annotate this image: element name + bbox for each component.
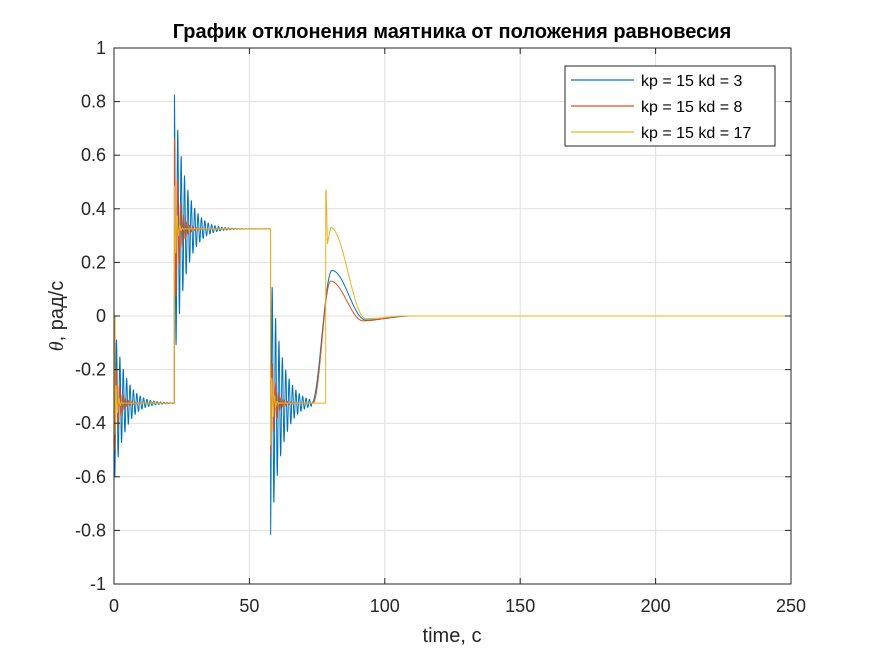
- legend: kp = 15 kd = 3 kp = 15 kd = 8 kp = 15 kd…: [564, 65, 776, 147]
- y-axis-label-unit: , рад/с: [46, 281, 68, 342]
- x-tick-label: 200: [641, 596, 671, 616]
- legend-item-kd3: kp = 15 kd = 3: [571, 73, 743, 90]
- series-lines: [113, 94, 792, 535]
- y-tick-label: 0: [96, 306, 106, 326]
- x-axis-label: time, c: [423, 625, 482, 647]
- legend-item-kd8: kp = 15 kd = 8: [571, 99, 743, 116]
- legend-label-kd17: kp = 15 kd = 17: [641, 125, 751, 142]
- y-tick-label: -0.4: [75, 413, 106, 433]
- x-tick-label: 150: [505, 596, 535, 616]
- y-tick-label: 0.2: [81, 252, 106, 272]
- y-tick-label: 0.4: [81, 199, 106, 219]
- chart-title: График отклонения маятника от положения …: [173, 21, 732, 43]
- x-tick-label: 50: [239, 596, 259, 616]
- x-tick-label: 0: [109, 596, 119, 616]
- legend-label-kd3: kp = 15 kd = 3: [641, 73, 743, 90]
- series-line-kd17: [113, 185, 792, 446]
- x-tick-label: 100: [370, 596, 400, 616]
- y-tick-label: 1: [96, 38, 106, 58]
- legend-item-kd17: kp = 15 kd = 17: [571, 125, 751, 142]
- y-axis-label-symbol: θ: [46, 341, 68, 351]
- y-axis-tick-labels: -1 -0.8 -0.6 -0.4 -0.2 0 0.2 0.4 0.6 0.8 1: [75, 38, 106, 594]
- x-axis-tick-labels: 0 50 100 150 200 250: [109, 596, 806, 616]
- y-tick-label: 0.8: [81, 92, 106, 112]
- y-tick-label: -1: [90, 574, 106, 594]
- x-tick-label: 250: [776, 596, 806, 616]
- y-tick-label: -0.2: [75, 360, 106, 380]
- y-tick-label: -0.6: [75, 467, 106, 487]
- y-tick-label: -0.8: [75, 520, 106, 540]
- axis-ticks: [113, 47, 792, 585]
- y-axis-label: θ, рад/с: [46, 281, 68, 351]
- y-tick-label: 0.6: [81, 145, 106, 165]
- legend-label-kd8: kp = 15 kd = 8: [641, 99, 743, 116]
